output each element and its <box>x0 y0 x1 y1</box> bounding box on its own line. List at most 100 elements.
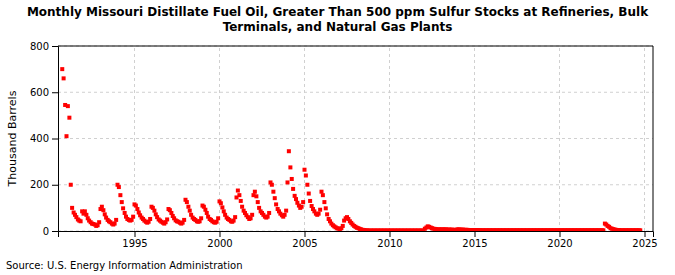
tick-label: 2020 <box>547 238 572 249</box>
tick-mark <box>390 231 391 237</box>
grid <box>58 46 653 231</box>
point <box>240 205 244 209</box>
axis-line <box>52 47 59 232</box>
point <box>135 207 139 211</box>
point <box>233 215 237 219</box>
point <box>120 200 124 204</box>
point <box>134 204 138 208</box>
point <box>123 211 127 215</box>
point <box>254 194 258 198</box>
y-tick: 800 <box>30 41 58 52</box>
annotation: Source: U.S. Energy Information Administ… <box>6 260 243 271</box>
point <box>216 216 220 220</box>
point <box>220 205 224 209</box>
title: Monthly Missouri Distillate Fuel Oil, Gr… <box>27 5 649 34</box>
tick-label: 200 <box>30 179 49 190</box>
tick-mark <box>220 231 221 237</box>
tick-mark <box>645 231 646 237</box>
point <box>79 219 83 223</box>
grid-line <box>559 46 560 231</box>
point <box>303 168 307 172</box>
frame <box>58 46 653 47</box>
point <box>62 76 66 80</box>
tick-label: 2000 <box>207 238 232 249</box>
grid-line <box>58 46 653 47</box>
point <box>67 116 71 120</box>
point <box>101 208 105 212</box>
y-axis: 0200400600800 <box>30 41 59 237</box>
point <box>186 205 190 209</box>
points <box>60 67 642 231</box>
axis-line <box>59 232 654 238</box>
point <box>257 206 261 210</box>
point <box>305 183 309 187</box>
point <box>291 187 295 191</box>
point <box>294 197 298 201</box>
point <box>324 206 328 210</box>
title-line: Monthly Missouri Distillate Fuel Oil, Gr… <box>27 5 649 19</box>
point <box>60 67 64 71</box>
tick-label: 600 <box>30 87 49 98</box>
point <box>266 215 270 219</box>
point <box>100 205 104 209</box>
point <box>283 213 287 217</box>
grid-line <box>58 92 653 93</box>
tick-mark <box>52 46 58 47</box>
point <box>601 228 605 231</box>
tick-mark <box>475 231 476 237</box>
point <box>253 190 257 194</box>
tick-mark <box>52 231 58 232</box>
point <box>84 213 88 217</box>
point <box>320 190 324 194</box>
point <box>322 200 326 204</box>
x-tick: 2020 <box>547 231 572 249</box>
point <box>65 134 69 138</box>
tick-label: 2005 <box>292 238 317 249</box>
tick-label: 800 <box>30 41 49 52</box>
point <box>199 216 203 220</box>
point <box>182 218 186 222</box>
point <box>250 213 254 217</box>
point <box>273 196 277 200</box>
tick-label: 0 <box>43 226 49 237</box>
tick-label: 2010 <box>377 238 402 249</box>
point <box>321 193 325 197</box>
point <box>205 211 209 215</box>
point <box>215 220 219 224</box>
point <box>286 180 290 184</box>
point <box>284 209 288 213</box>
tick-label: 1995 <box>122 238 147 249</box>
point <box>152 209 156 213</box>
title-line: Terminals, and Natural Gas Plants <box>223 20 453 34</box>
point <box>185 200 189 204</box>
point <box>300 205 304 209</box>
point <box>274 202 278 206</box>
y-tick: 0 <box>43 226 58 237</box>
point <box>131 215 135 219</box>
point <box>318 208 322 212</box>
point <box>237 193 241 197</box>
tick-mark <box>560 231 561 237</box>
point <box>69 183 73 187</box>
point <box>97 220 101 224</box>
point <box>113 222 117 226</box>
tick-label: 2015 <box>462 238 487 249</box>
x-tick: 2015 <box>462 231 487 249</box>
tick-label: 2025 <box>632 238 657 249</box>
x-tick: 1995 <box>122 231 147 249</box>
chart: 1995200020052010201520202025020040060080… <box>0 0 675 275</box>
point <box>232 219 236 223</box>
grid-line <box>58 184 653 185</box>
x-tick: 2000 <box>207 231 232 249</box>
y-axis-label: Thousand Barrels <box>6 90 19 187</box>
point <box>118 193 122 197</box>
tick-mark <box>52 185 58 186</box>
tick-mark <box>52 92 58 93</box>
point <box>638 228 642 231</box>
point <box>290 177 294 181</box>
point <box>267 211 271 215</box>
tick-mark <box>52 139 58 140</box>
point <box>341 224 345 228</box>
point <box>307 192 311 196</box>
point <box>222 209 226 213</box>
